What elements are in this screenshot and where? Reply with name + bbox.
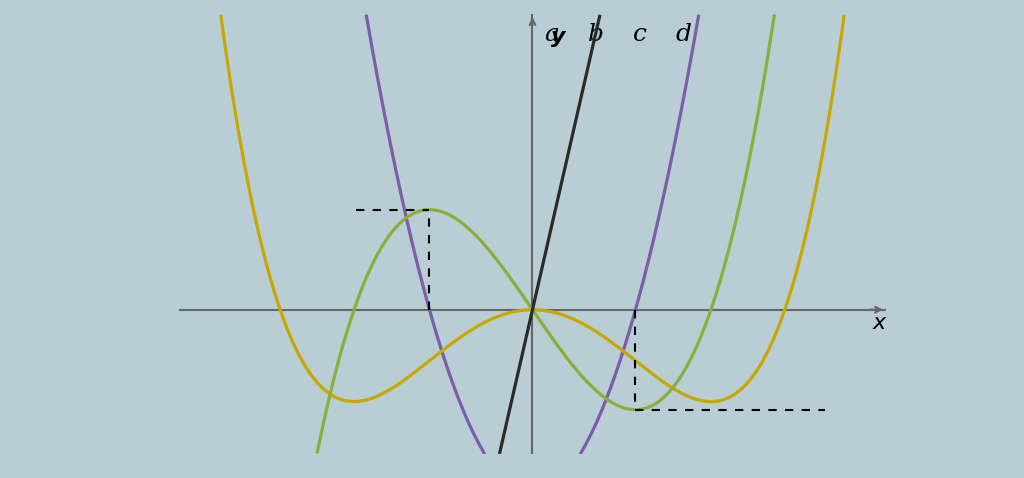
Text: x: x (872, 314, 886, 333)
Text: c: c (633, 22, 647, 45)
Text: d: d (676, 22, 692, 45)
Text: y: y (551, 27, 566, 47)
Text: b: b (588, 22, 603, 45)
Text: a: a (544, 22, 559, 45)
